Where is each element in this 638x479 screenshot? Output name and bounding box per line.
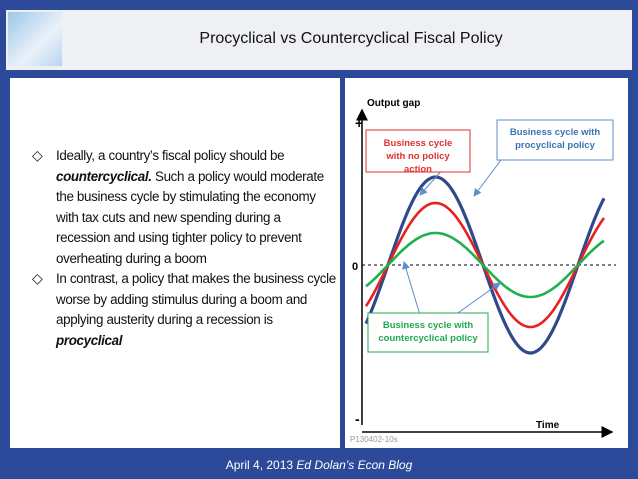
callout-box <box>367 312 489 353</box>
title-bar <box>6 10 632 70</box>
axis-label: Time <box>536 420 560 431</box>
text: In contrast, a policy that makes the bus… <box>56 271 336 327</box>
text: Such a policy would moderate the busines… <box>56 168 324 266</box>
bullet-list: Ideally, a country’s fiscal policy shoul… <box>32 145 338 351</box>
code: P130402-10s <box>350 435 398 444</box>
slide-title: Procyclical vs Countercyclical Fiscal Po… <box>199 30 503 47</box>
arrow <box>454 282 501 316</box>
zero: 0 <box>352 261 358 273</box>
callout: Business cycle with no policy action <box>383 138 453 172</box>
callout: Business cycle with procyclical policy <box>509 127 601 151</box>
blog: Ed Dolan’s Econ Blog <box>296 458 413 472</box>
text-panel: Ideally, a country’s fiscal policy shoul… <box>10 78 340 448</box>
callout-box <box>496 119 614 161</box>
arrow <box>402 261 421 316</box>
date: April 4, 2013 <box>225 458 297 472</box>
minus: - <box>355 411 360 427</box>
callout: Business cycle with countercyclical poli… <box>378 320 478 344</box>
footer: April 4, 2013 Ed Dolan’s Econ Blog <box>0 458 638 472</box>
plus: + <box>355 115 363 131</box>
bullet: Ideally, a country’s fiscal policy shoul… <box>32 145 338 269</box>
emphasis: procyclical <box>56 332 123 348</box>
callout-box <box>365 129 471 173</box>
emphasis: countercyclical. <box>56 168 152 184</box>
logo <box>8 12 62 66</box>
text: Ideally, a country’s fiscal policy shoul… <box>56 148 285 163</box>
axis-label: Output gap <box>367 98 420 109</box>
cycle-curve <box>364 201 606 329</box>
cycle-curve <box>365 231 605 299</box>
bullet: In contrast, a policy that makes the bus… <box>32 268 338 351</box>
